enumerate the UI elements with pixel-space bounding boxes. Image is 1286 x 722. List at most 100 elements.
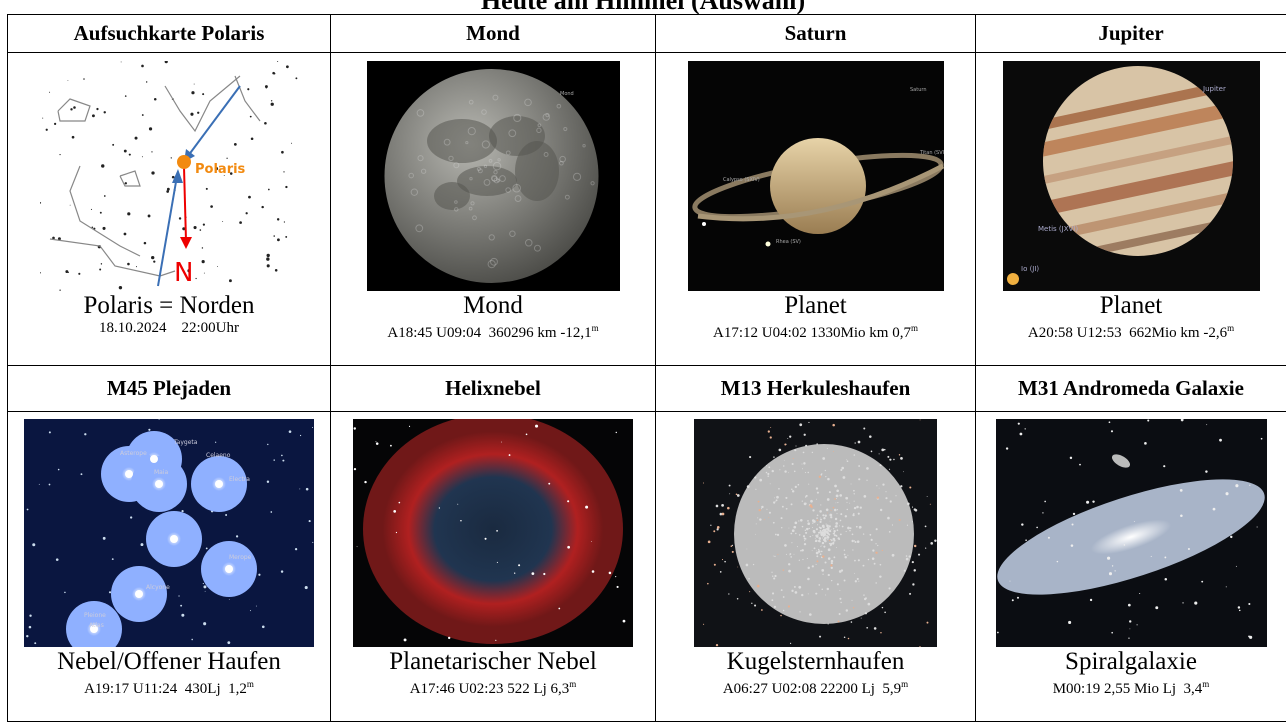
star xyxy=(180,605,182,607)
caption: Planetarischer Nebel xyxy=(331,649,655,675)
star xyxy=(805,532,807,534)
star xyxy=(863,594,864,595)
star xyxy=(885,491,886,492)
star xyxy=(906,558,909,561)
star xyxy=(1025,539,1027,541)
star xyxy=(830,543,832,545)
star xyxy=(767,475,769,477)
star xyxy=(125,95,127,97)
star xyxy=(592,570,595,573)
star xyxy=(792,529,795,532)
star xyxy=(609,572,612,575)
star xyxy=(1212,508,1215,511)
image-label: Io (JI) xyxy=(1021,265,1039,273)
star xyxy=(72,136,75,139)
star-core xyxy=(170,535,178,543)
star xyxy=(1164,578,1167,581)
star xyxy=(757,517,758,518)
star xyxy=(838,620,840,622)
details: M00:19 2,55 Mio Lj 3,4m xyxy=(976,675,1286,698)
star xyxy=(1136,624,1137,625)
star xyxy=(783,596,785,598)
star xyxy=(1129,628,1130,629)
caption: Mond xyxy=(331,293,655,319)
cell-header: Helixnebel xyxy=(331,366,656,412)
star xyxy=(124,233,127,236)
star xyxy=(197,112,199,114)
star xyxy=(749,456,751,458)
star xyxy=(893,459,894,460)
star xyxy=(780,615,781,616)
star xyxy=(792,490,794,492)
star xyxy=(68,80,69,81)
star xyxy=(808,593,809,594)
star xyxy=(91,209,92,210)
star xyxy=(439,507,440,508)
image-label: Rhea (SV) xyxy=(776,239,801,245)
star xyxy=(826,524,827,525)
magnitude-unit: m xyxy=(592,323,599,333)
star xyxy=(42,118,43,119)
nebula xyxy=(363,419,623,644)
star xyxy=(819,537,822,540)
star xyxy=(844,580,846,582)
star xyxy=(842,526,844,528)
star xyxy=(1179,489,1182,492)
star xyxy=(151,256,154,259)
star xyxy=(809,613,812,616)
star xyxy=(829,491,831,493)
star xyxy=(799,423,802,426)
image-label: Mond xyxy=(560,91,574,97)
details-text: A18:45 U09:04 360296 km -12,1 xyxy=(387,325,591,341)
star xyxy=(746,549,747,550)
star xyxy=(887,456,889,458)
star xyxy=(805,445,807,447)
star xyxy=(1017,423,1019,425)
star xyxy=(804,503,807,506)
star xyxy=(874,627,877,630)
star xyxy=(1108,421,1110,423)
star xyxy=(783,569,784,570)
star xyxy=(828,548,831,551)
star xyxy=(846,609,848,611)
details: A17:12 U04:02 1330Mio km 0,7m xyxy=(656,319,975,342)
star xyxy=(790,533,792,535)
star xyxy=(222,221,223,222)
star xyxy=(246,212,248,214)
star xyxy=(855,580,857,582)
image-label: Saturn xyxy=(910,87,927,93)
star xyxy=(1019,433,1022,436)
star xyxy=(29,626,32,629)
star xyxy=(774,497,775,498)
star xyxy=(882,607,883,608)
star xyxy=(858,513,860,515)
mare xyxy=(515,141,559,201)
star xyxy=(859,527,860,528)
star xyxy=(229,279,232,282)
star xyxy=(775,534,777,536)
star xyxy=(1219,439,1222,442)
star xyxy=(884,612,886,614)
star xyxy=(831,529,832,530)
star xyxy=(879,453,880,454)
star xyxy=(889,459,891,461)
star xyxy=(226,158,227,159)
io xyxy=(1007,273,1019,285)
star xyxy=(758,509,760,511)
star xyxy=(877,545,878,546)
star xyxy=(889,531,891,533)
caption: Polaris = Norden xyxy=(8,293,330,319)
star xyxy=(864,495,867,498)
star xyxy=(239,221,242,224)
star xyxy=(866,480,867,481)
star xyxy=(225,514,227,516)
star xyxy=(1127,604,1130,607)
star xyxy=(812,527,813,528)
star xyxy=(834,533,835,534)
star xyxy=(1260,438,1262,440)
star xyxy=(854,501,855,502)
image-label: Atlas xyxy=(89,622,104,629)
star xyxy=(217,266,218,267)
star xyxy=(816,555,818,557)
